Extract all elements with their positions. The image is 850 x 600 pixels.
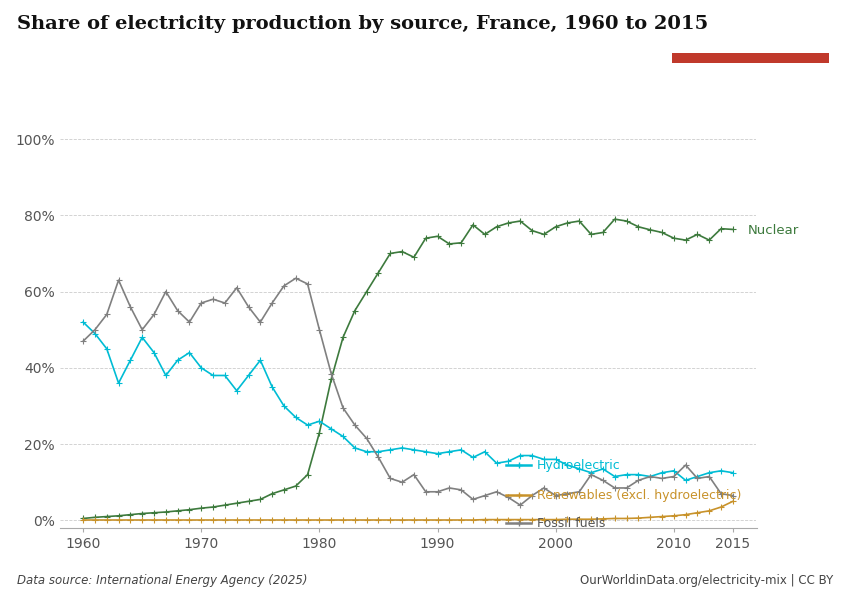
Text: Share of electricity production by source, France, 1960 to 2015: Share of electricity production by sourc… xyxy=(17,15,708,33)
Text: Nuclear: Nuclear xyxy=(748,224,800,237)
Text: OurWorldinData.org/electricity-mix | CC BY: OurWorldinData.org/electricity-mix | CC … xyxy=(580,574,833,587)
Text: Fossil fuels: Fossil fuels xyxy=(537,517,605,530)
Text: Our World: Our World xyxy=(720,21,779,31)
Text: Renewables (excl. hydroelectric): Renewables (excl. hydroelectric) xyxy=(537,488,741,502)
Text: in Data: in Data xyxy=(728,37,772,47)
Text: Data source: International Energy Agency (2025): Data source: International Energy Agency… xyxy=(17,574,308,587)
Text: Hydroelectric: Hydroelectric xyxy=(537,458,621,472)
FancyBboxPatch shape xyxy=(672,53,829,63)
